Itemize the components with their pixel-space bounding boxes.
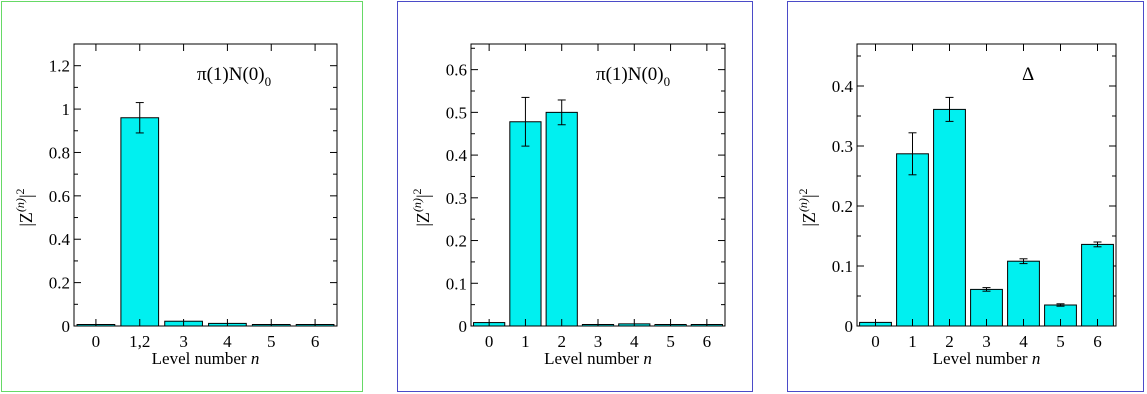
y-tick-label: 0.6 <box>446 61 467 80</box>
x-tick-label: 3 <box>179 332 188 351</box>
y-tick-label: 0 <box>459 317 468 336</box>
x-tick-label: 4 <box>223 332 232 351</box>
x-axis-label: Level number n <box>152 349 260 368</box>
x-tick-label: 1 <box>521 332 530 351</box>
x-tick-label: 5 <box>666 332 675 351</box>
bar <box>896 153 929 327</box>
y-tick-label: 0 <box>845 317 854 336</box>
x-tick-label: 1 <box>908 332 917 351</box>
x-tick-label: 3 <box>982 332 991 351</box>
y-tick-label: 0.1 <box>446 274 467 293</box>
bar <box>1007 260 1040 327</box>
plot-frame <box>470 43 726 327</box>
chart-panel-1: 0 0.1 0.2 0.3 0.4 0.5 0.6 0 1 2 3 4 5 6 Level number n… <box>397 1 753 392</box>
y-tick-label: 0.4 <box>446 146 468 165</box>
y-tick-label: 0.3 <box>832 137 853 156</box>
y-tick-label: 0.3 <box>446 189 467 208</box>
x-tick-label: 0 <box>92 332 101 351</box>
plot-frame <box>73 43 338 327</box>
chart-panel-2: 0 0.1 0.2 0.3 0.4 0 1 2 3 4 5 6 Level number n |Z(n)|… <box>787 1 1144 392</box>
y-tick-label: 0.8 <box>49 143 70 162</box>
plot-frame <box>856 43 1117 327</box>
y-tick-label: 0.1 <box>832 257 853 276</box>
y-tick-label: 1 <box>62 100 71 119</box>
x-tick-label: 4 <box>630 332 639 351</box>
y-tick-label: 0 <box>62 317 71 336</box>
y-axis-label: |Z(n)|2 <box>13 188 36 226</box>
y-tick-label: 0.4 <box>832 77 854 96</box>
y-tick-label: 0.2 <box>446 232 467 251</box>
y-tick-label: 0.2 <box>832 197 853 216</box>
chart-panel-0: 0 0.2 0.4 0.6 0.8 1 1.2 0 1,2 3 4 5 6 Level number n |… <box>1 1 363 392</box>
x-tick-label: 6 <box>1093 332 1102 351</box>
bar <box>120 117 160 327</box>
y-tick-label: 0.2 <box>49 274 70 293</box>
annotation: π(1)N(0)0 <box>596 64 670 89</box>
y-tick-label: 0.4 <box>49 230 71 249</box>
bar-chart-1: 0 0.1 0.2 0.3 0.4 0.5 0.6 0 1 2 3 4 5 6 Level number n… <box>410 43 726 368</box>
x-axis-label: Level number n <box>933 349 1041 368</box>
bar-chart-0: 0 0.2 0.4 0.6 0.8 1 1.2 0 1,2 3 4 5 6 Level number n |… <box>13 43 338 368</box>
x-tick-label: 2 <box>945 332 954 351</box>
y-axis-label: |Z(n)|2 <box>410 188 433 226</box>
x-tick-label: 6 <box>311 332 320 351</box>
x-tick-label: 5 <box>1056 332 1065 351</box>
x-tick-label: 2 <box>557 332 566 351</box>
y-axis-label: |Z(n)|2 <box>796 188 819 226</box>
x-tick-label: 0 <box>871 332 880 351</box>
annotation: Δ <box>1022 64 1034 85</box>
y-tick-label: 0.5 <box>446 103 467 122</box>
bar-chart-2: 0 0.1 0.2 0.3 0.4 0 1 2 3 4 5 6 Level number n |Z(n)|… <box>796 43 1117 368</box>
x-tick-label: 5 <box>267 332 276 351</box>
x-tick-label: 0 <box>485 332 494 351</box>
annotation: π(1)N(0)0 <box>197 64 271 89</box>
y-tick-label: 0.6 <box>49 187 70 206</box>
bar <box>1081 243 1114 327</box>
x-tick-label: 6 <box>703 332 712 351</box>
x-axis-label: Level number n <box>544 349 652 368</box>
bar <box>509 121 542 327</box>
x-tick-label: 3 <box>594 332 603 351</box>
x-tick-label: 1,2 <box>129 332 150 351</box>
x-tick-label: 4 <box>1019 332 1028 351</box>
y-tick-label: 1.2 <box>49 57 70 76</box>
bar <box>545 111 578 327</box>
bar <box>933 108 966 327</box>
